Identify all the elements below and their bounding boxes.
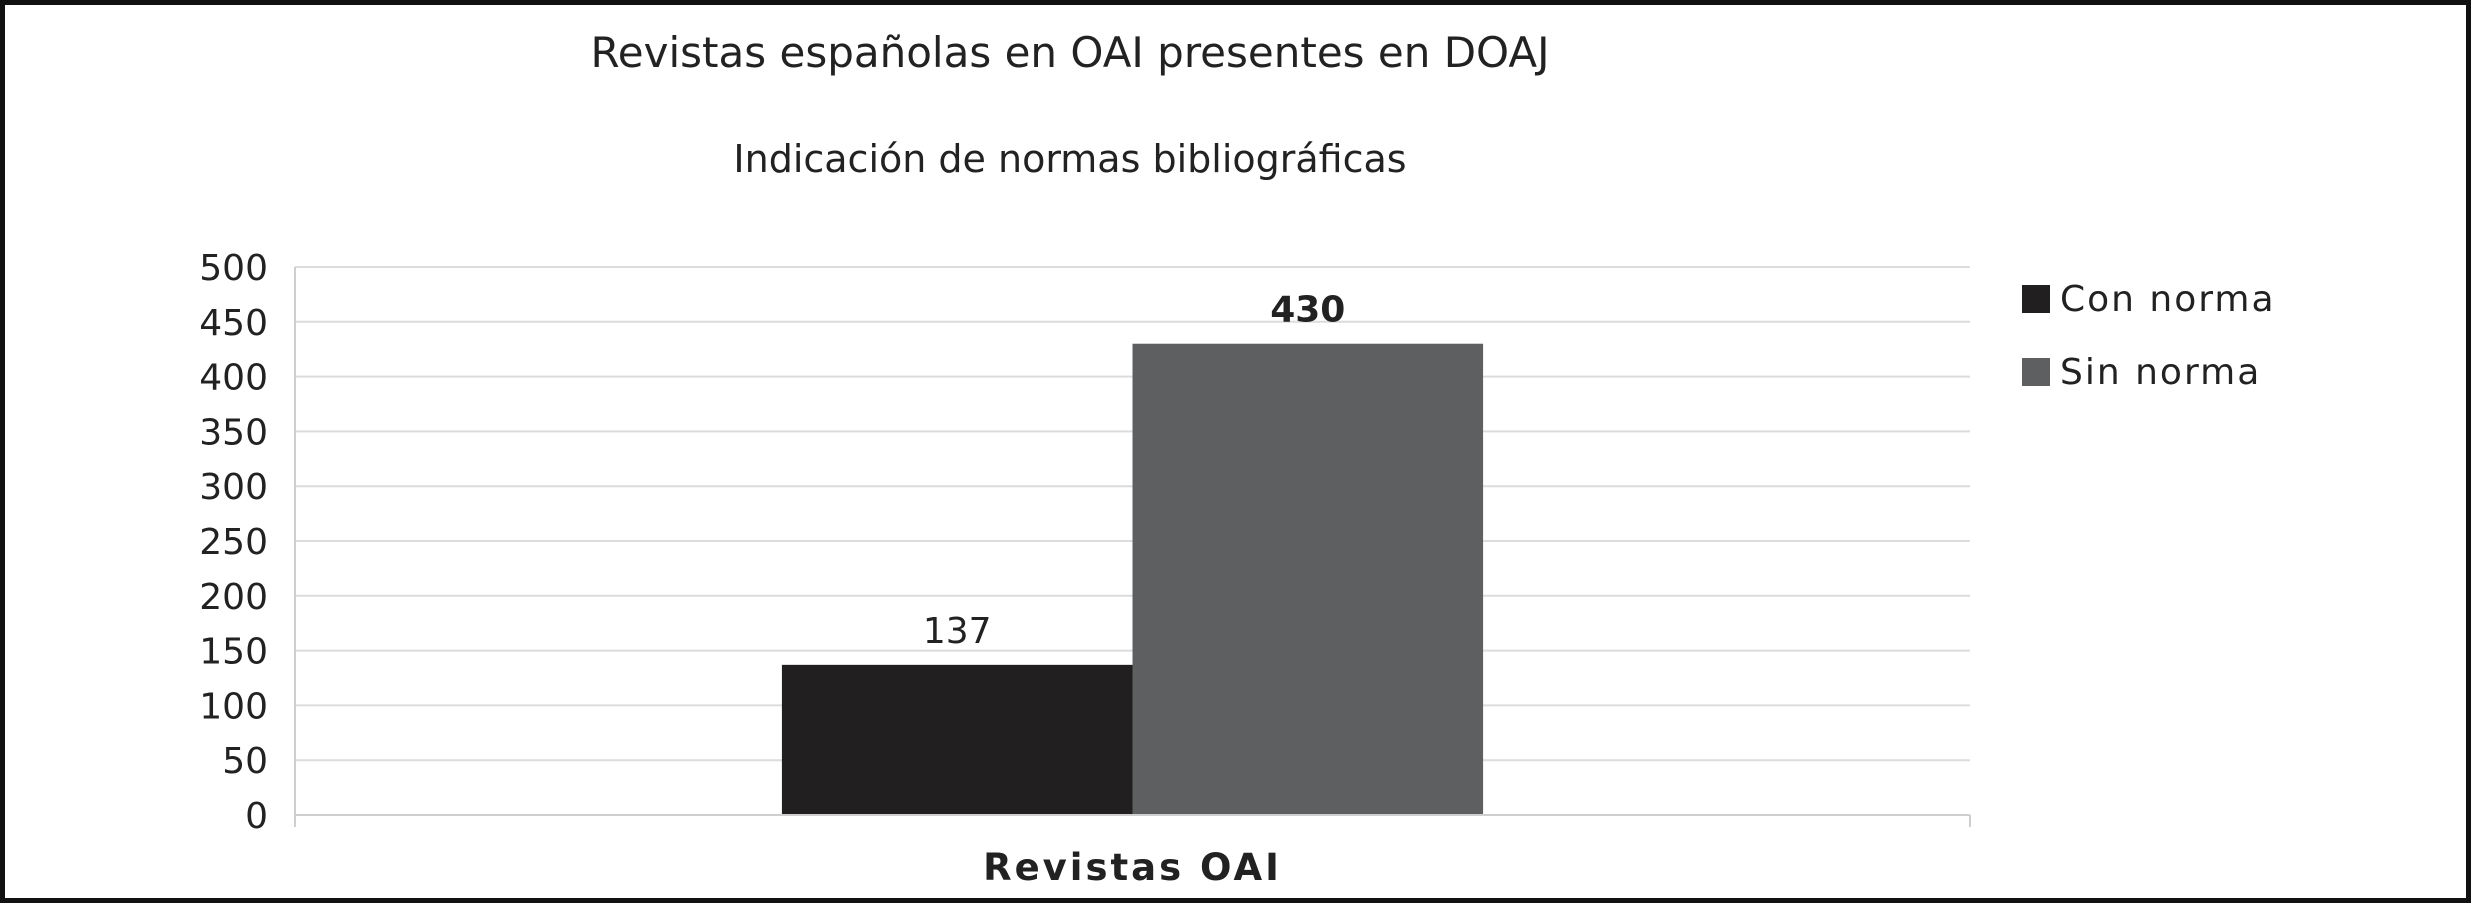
bars <box>781 343 1484 815</box>
y-tick-label: 50 <box>222 741 268 782</box>
y-tick-label: 100 <box>199 686 268 727</box>
y-tick-label: 450 <box>199 303 268 344</box>
legend-swatch <box>2022 285 2050 313</box>
data-label: 137 <box>923 611 992 652</box>
legend: Con norma Sin norma <box>2022 279 2276 393</box>
chart-subtitle: Indicación de normas bibliográficas <box>733 137 1406 181</box>
y-tick-label: 400 <box>199 358 268 399</box>
y-tick-label: 500 <box>199 248 268 289</box>
data-label: 430 <box>1270 290 1345 331</box>
bar-con-norma <box>781 664 1133 815</box>
bar-sin-norma <box>1132 343 1484 815</box>
chart-title: Revistas españolas en OAI presentes en D… <box>591 28 1550 77</box>
bar-chart: Revistas españolas en OAI presentes en D… <box>199 28 2276 889</box>
y-tick-label: 0 <box>245 796 268 837</box>
x-axis: Revistas OAI <box>294 267 1971 889</box>
x-category-label: Revistas OAI <box>983 846 1282 889</box>
y-tick-label: 300 <box>199 467 268 508</box>
legend-label: Sin norma <box>2060 352 2261 393</box>
y-tick-label: 350 <box>199 412 268 453</box>
legend-label: Con norma <box>2060 279 2276 320</box>
data-labels: 137 430 <box>923 290 1346 652</box>
y-tick-label: 250 <box>199 522 268 563</box>
y-tick-label: 200 <box>199 577 268 618</box>
y-axis: 0 50 100 150 200 250 300 350 400 450 500 <box>199 248 268 837</box>
legend-swatch <box>2022 358 2050 386</box>
y-tick-label: 150 <box>199 632 268 673</box>
